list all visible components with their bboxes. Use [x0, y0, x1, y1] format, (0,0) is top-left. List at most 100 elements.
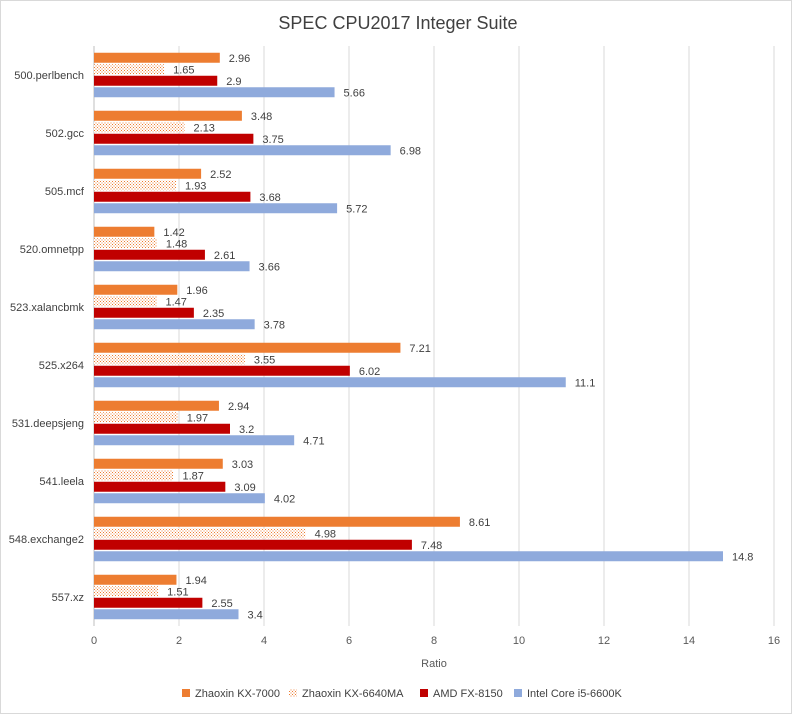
bar: [94, 261, 250, 272]
bar: [94, 458, 223, 469]
data-label: 3.68: [259, 192, 280, 204]
bar: [94, 412, 178, 423]
bar: [94, 249, 205, 260]
bar: [94, 191, 251, 202]
data-label: 2.9: [226, 76, 241, 88]
x-tick-label: 8: [431, 635, 437, 647]
category-labels: 500.perlbench 502.gcc 505.mcf 520.omnetpp 52…: [9, 70, 85, 604]
legend-item-label: Intel Core i5-6600K: [527, 688, 622, 700]
data-labels: 2.96 1.65 2.9 5.66 3.48 2.13 3.75 6.98 2.52 1.93 3…: [163, 53, 753, 622]
bar: [94, 284, 178, 295]
bar: [94, 609, 239, 620]
data-label: 2.52: [210, 169, 231, 181]
data-label: 8.61: [469, 517, 490, 529]
bar: [94, 319, 255, 330]
bar: [94, 516, 460, 527]
x-tick-label: 0: [91, 635, 97, 647]
data-label: 4.02: [274, 493, 295, 505]
bar: [94, 481, 226, 492]
x-tick-label: 10: [513, 635, 525, 647]
data-label: 5.66: [344, 87, 365, 99]
bar: [94, 203, 338, 214]
legend-item-label: Zhaoxin KX-6640MA: [302, 688, 404, 700]
x-tick-label: 6: [346, 635, 352, 647]
bar: [94, 180, 177, 191]
legend-swatch: [289, 689, 297, 697]
data-label: 6.02: [359, 366, 380, 378]
data-label: 3.4: [248, 609, 263, 621]
data-label: 3.78: [264, 319, 285, 331]
data-label: 1.97: [187, 412, 208, 424]
x-tick-label: 2: [176, 635, 182, 647]
data-label: 7.48: [421, 540, 442, 552]
data-label: 1.96: [186, 285, 207, 297]
legend-swatch: [514, 689, 522, 697]
category-label: 548.exchange2: [9, 534, 84, 546]
data-label: 3.66: [259, 261, 280, 273]
bar: [94, 528, 306, 539]
data-label: 2.55: [211, 598, 232, 610]
data-label: 2.94: [228, 401, 249, 413]
bar: [94, 75, 218, 86]
bar: [94, 52, 220, 63]
chart-title: SPEC CPU2017 Integer Suite: [278, 13, 517, 33]
data-label: 3.03: [232, 459, 253, 471]
bar: [94, 226, 155, 237]
bar: [94, 87, 335, 98]
bar: [94, 307, 194, 318]
bar: [94, 64, 165, 75]
data-label: 3.75: [262, 134, 283, 146]
data-label: 1.48: [166, 238, 187, 250]
bar: [94, 238, 157, 249]
data-label: 7.21: [409, 343, 430, 355]
bars: [94, 52, 723, 620]
data-label: 2.96: [229, 53, 250, 65]
bar: [94, 423, 230, 434]
bar: [94, 296, 157, 307]
data-label: 2.13: [194, 122, 215, 134]
category-label: 523.xalancbmk: [10, 302, 84, 314]
data-label: 11.1: [575, 377, 596, 389]
category-label: 525.x264: [39, 360, 84, 372]
x-tick-label: 4: [261, 635, 267, 647]
bar: [94, 145, 391, 156]
legend-swatch: [420, 689, 428, 697]
bar: [94, 133, 254, 144]
data-label: 1.65: [173, 64, 194, 76]
bar: [94, 342, 401, 353]
category-label: 520.omnetpp: [20, 244, 84, 256]
category-label: 502.gcc: [45, 128, 84, 140]
bar: [94, 435, 295, 446]
data-label: 2.61: [214, 250, 235, 262]
bar: [94, 551, 723, 562]
bar: [94, 354, 245, 365]
x-tick-label: 12: [598, 635, 610, 647]
bar: [94, 493, 265, 504]
bar: [94, 365, 350, 376]
legend-item-label: AMD FX-8150: [433, 688, 503, 700]
data-label: 5.72: [346, 203, 367, 215]
bar: [94, 110, 242, 121]
x-axis-title: Ratio: [421, 658, 447, 670]
bar: [94, 470, 174, 481]
bar: [94, 586, 159, 597]
data-label: 1.93: [185, 180, 206, 192]
category-label: 557.xz: [52, 592, 84, 604]
bar: [94, 122, 185, 133]
bar: [94, 168, 202, 179]
category-label: 505.mcf: [45, 186, 85, 198]
data-label: 3.55: [254, 354, 275, 366]
bar: [94, 539, 412, 550]
data-label: 3.48: [251, 111, 272, 123]
data-label: 4.71: [303, 435, 324, 447]
data-label: 1.87: [182, 470, 203, 482]
x-tick-label: 16: [768, 635, 780, 647]
data-label: 4.98: [315, 528, 336, 540]
category-label: 500.perlbench: [14, 70, 84, 82]
bar: [94, 400, 219, 411]
bar: [94, 597, 203, 608]
bar: [94, 574, 177, 585]
x-tick-labels: 0 2 4 6 8 10 12 14 16: [91, 635, 780, 647]
data-label: 3.2: [239, 424, 254, 436]
